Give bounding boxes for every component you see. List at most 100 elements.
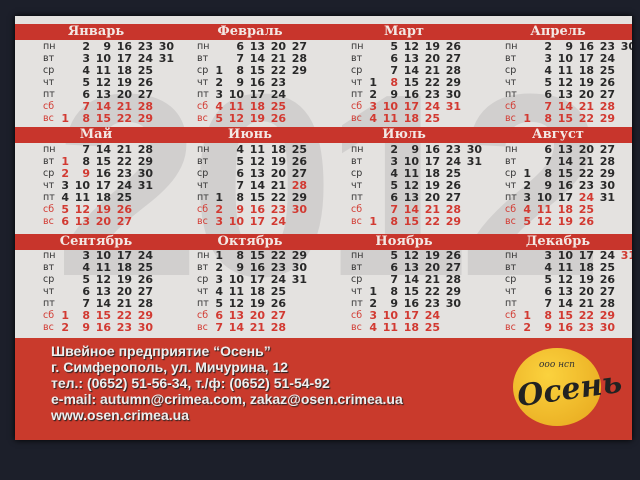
weekday-label: пн	[351, 41, 364, 52]
day-cell: 1	[369, 76, 377, 89]
day-cell: 3	[215, 215, 223, 228]
day-cell: 9	[390, 297, 398, 310]
weekday-label: вс	[351, 216, 362, 227]
day-cell: 16	[116, 40, 132, 53]
day-cell: 11	[95, 261, 111, 274]
day-cell: 20	[424, 261, 440, 274]
day-cell: 22	[270, 249, 286, 262]
day-cell: 28	[291, 52, 307, 65]
day-cell: 20	[270, 40, 286, 53]
day-cell: 30	[445, 88, 461, 101]
weekday-label: ср	[197, 274, 209, 285]
day-cell: 2	[369, 88, 377, 101]
day-cell: 4	[82, 261, 90, 274]
month-7: пн вт ср чт пт сб вс 1 2 3 4 5 6 7 8 9 10 11 12 13 14 15 16 17 1…	[327, 144, 482, 232]
day-cell: 26	[291, 155, 307, 168]
weekday-label: вс	[197, 322, 208, 333]
weekday-label: вт	[197, 53, 209, 64]
day-cell: 16	[403, 88, 419, 101]
day-cell: 15	[95, 309, 111, 322]
day-cell: 28	[445, 273, 461, 286]
day-cell: 16	[557, 179, 573, 192]
day-cell: 28	[270, 321, 286, 334]
day-cell: 8	[82, 309, 90, 322]
day-cell: 11	[249, 143, 265, 156]
weekday-label: пн	[197, 250, 210, 261]
weekday-label: сб	[197, 101, 209, 112]
day-cell: 18	[270, 143, 286, 156]
day-cell: 21	[270, 179, 286, 192]
day-cell: 18	[116, 64, 132, 77]
day-cell: 29	[291, 191, 307, 204]
day-cell: 11	[228, 285, 244, 298]
company-name: Швейное предприятие “Осень”	[51, 343, 271, 359]
day-cell: 7	[82, 100, 90, 113]
day-cell: 19	[557, 215, 573, 228]
day-cell: 29	[137, 309, 153, 322]
weekday-label: пт	[43, 192, 55, 203]
day-cell: 19	[95, 203, 111, 216]
day-cell: 3	[369, 309, 377, 322]
day-cell: 27	[116, 215, 132, 228]
day-cell: 7	[82, 297, 90, 310]
day-cell: 14	[403, 203, 419, 216]
weekday-label: чт	[197, 286, 209, 297]
month-name: Октябрь	[217, 234, 283, 249]
day-cell: 22	[270, 191, 286, 204]
day-cell: 29	[291, 64, 307, 77]
day-cell: 12	[403, 40, 419, 53]
company-logo: ооо нсп Осень	[513, 348, 624, 426]
month-name: Декабрь	[525, 234, 591, 249]
day-cell: 2	[215, 76, 223, 89]
weekday-label: вт	[43, 53, 55, 64]
day-cell: 27	[599, 88, 615, 101]
day-cell: 12	[95, 273, 111, 286]
day-cell: 3	[82, 52, 90, 65]
weekday-label: чт	[351, 77, 363, 88]
month-9: пн вт ср чт пт сб вс 1 2 3 4 5 6 7 8 9 10 11 12 13 14 15 16 17 1…	[19, 250, 173, 338]
day-cell: 21	[270, 52, 286, 65]
day-cell: 30	[620, 40, 632, 53]
day-cell: 10	[74, 179, 90, 192]
day-cell: 17	[249, 273, 265, 286]
weekday-label: пн	[351, 144, 364, 155]
day-cell: 5	[215, 112, 223, 125]
day-cell: 30	[137, 167, 153, 180]
day-cell: 27	[291, 40, 307, 53]
weekday-label: пт	[505, 298, 517, 309]
day-cell: 14	[403, 273, 419, 286]
weekday-label: сб	[197, 204, 209, 215]
day-cell: 26	[137, 273, 153, 286]
day-cell: 28	[445, 64, 461, 77]
day-cell: 14	[403, 64, 419, 77]
day-cell: 28	[137, 143, 153, 156]
weekday-label: пт	[43, 298, 55, 309]
day-cell: 30	[291, 203, 307, 216]
day-cell: 26	[599, 76, 615, 89]
day-cell: 5	[82, 273, 90, 286]
weekday-label: пн	[43, 144, 56, 155]
day-cell: 26	[137, 76, 153, 89]
day-cell: 2	[215, 261, 223, 274]
day-cell: 8	[544, 112, 552, 125]
month-6: пн вт ср чт пт сб вс 1 2 3 4 5 6 7 8 9 10 11 12 13 14 15 16 17 1…	[173, 144, 327, 232]
day-cell: 21	[424, 64, 440, 77]
day-cell: 22	[578, 309, 594, 322]
day-cell: 6	[544, 88, 552, 101]
weekday-label: чт	[505, 180, 517, 191]
day-cell: 7	[215, 321, 223, 334]
weekday-label: пн	[43, 41, 56, 52]
day-cell: 17	[116, 249, 132, 262]
day-cell: 12	[403, 179, 419, 192]
weekday-label: ср	[43, 168, 55, 179]
day-cell: 25	[270, 100, 286, 113]
day-cell: 15	[403, 76, 419, 89]
day-cell: 11	[382, 321, 398, 334]
day-cell: 25	[291, 143, 307, 156]
day-cell: 10	[403, 155, 419, 168]
day-cell: 27	[445, 261, 461, 274]
weekday-label: чт	[351, 286, 363, 297]
weekday-label: вс	[43, 216, 54, 227]
weekday-label: вс	[505, 322, 516, 333]
day-cell: 7	[544, 100, 552, 113]
